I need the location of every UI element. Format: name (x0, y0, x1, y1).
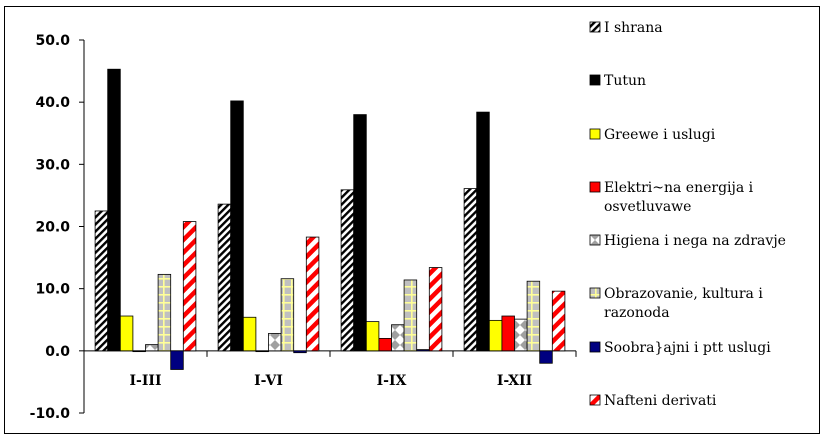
bar (353, 114, 367, 352)
legend-swatch (589, 234, 601, 246)
bar (230, 100, 244, 352)
bar (182, 221, 197, 352)
legend-swatch (589, 21, 601, 33)
y-tick-label: 20.0 (35, 220, 70, 236)
y-tick-label: 50.0 (35, 33, 70, 49)
bar (403, 279, 418, 352)
legend-label: Nafteni derivati (604, 393, 717, 409)
x-tick-label: I-III (129, 373, 161, 389)
bar (488, 319, 503, 352)
bar (132, 350, 146, 353)
bar (119, 315, 134, 352)
bar (157, 273, 172, 352)
legend-swatch (589, 394, 601, 406)
legend-label: Soobra}ajni i ptt uslugi (604, 340, 771, 356)
bar (293, 350, 307, 354)
legend-swatch (589, 341, 601, 353)
bar (255, 350, 269, 353)
legend-label: Obrazovanie, kultura i (604, 286, 763, 302)
legend-swatch (589, 181, 601, 193)
legend-label: Tutun (604, 73, 646, 89)
legend: I shrana Tutun Greewe i uslugi Elektri~na e… (589, 20, 786, 409)
bar (145, 344, 159, 352)
bar (107, 68, 121, 352)
x-tick-label: I-XII (497, 373, 532, 389)
y-tick-label: 40.0 (35, 95, 70, 111)
bar (340, 189, 355, 352)
y-tick-label: 10.0 (35, 282, 70, 298)
x-tick-label: I-VI (254, 373, 283, 389)
bar (94, 210, 109, 352)
bar (217, 203, 232, 352)
legend-label: Higiena i nega na zdravje (604, 233, 786, 249)
bar (170, 350, 184, 370)
legend-label: Elektri~na energija i (604, 180, 754, 196)
legend-label: razonoda (604, 305, 670, 321)
legend-swatch (589, 128, 601, 140)
chart-frame (4, 6, 820, 434)
bar (476, 111, 490, 352)
bar (539, 350, 553, 364)
bar (501, 315, 515, 352)
bar (428, 267, 443, 352)
bar (365, 321, 380, 352)
bar (514, 318, 528, 352)
y-tick-label: -10.0 (30, 406, 71, 422)
x-tick-label: I-IX (377, 373, 407, 389)
plot-area: -10.0 0.0 10.0 20.0 30.0 40.0 50.0 I-III I-VI I-I… (30, 33, 577, 422)
bar (463, 188, 478, 352)
bar (526, 280, 541, 352)
bar (280, 278, 295, 352)
bar (378, 337, 392, 352)
legend-swatch (589, 287, 601, 299)
bar (305, 236, 320, 352)
bar (391, 324, 405, 352)
legend-swatch (589, 74, 601, 86)
y-tick-label: 0.0 (45, 344, 70, 360)
bar (416, 349, 430, 352)
legend-label: osvetluvawe (604, 199, 691, 215)
bar (242, 316, 257, 352)
bar (551, 290, 566, 352)
legend-label: Greewe i uslugi (604, 127, 716, 143)
legend-label: I shrana (604, 20, 663, 36)
bar (268, 333, 282, 352)
y-tick-label: 30.0 (35, 157, 70, 173)
